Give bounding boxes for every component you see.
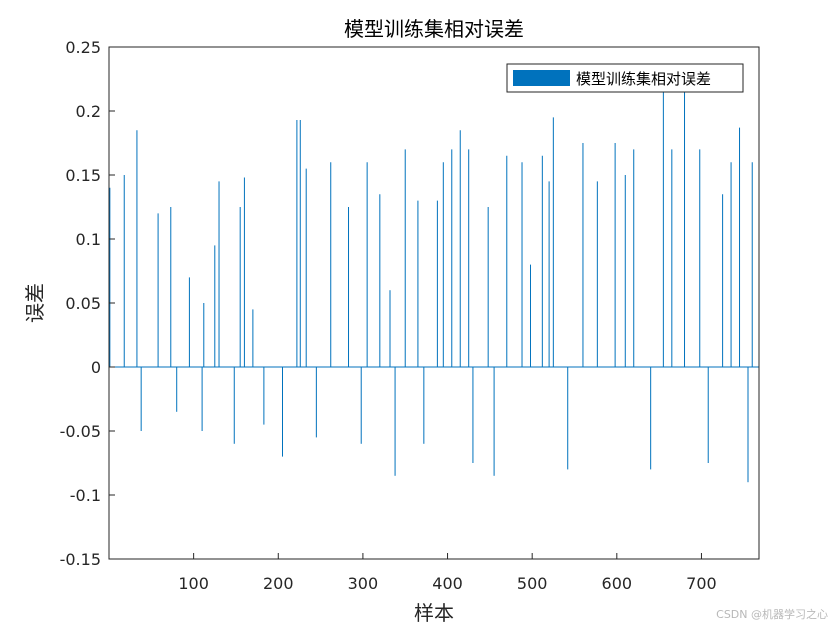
x-tick-label: 500 [517, 574, 548, 593]
x-tick-label: 200 [263, 574, 294, 593]
x-tick-label: 400 [432, 574, 463, 593]
chart-title: 模型训练集相对误差 [344, 17, 524, 41]
legend-swatch [513, 70, 570, 86]
y-tick-label: 0.2 [76, 102, 101, 121]
plot-area [109, 47, 759, 559]
y-tick-label: 0.15 [65, 166, 101, 185]
y-tick-label: -0.05 [60, 422, 101, 441]
x-tick-label: 100 [178, 574, 209, 593]
watermark: CSDN @机器学习之心 [716, 608, 828, 621]
y-tick-label: -0.15 [60, 550, 101, 569]
y-tick-label: 0.05 [65, 294, 101, 313]
y-axis-label: 误差 [23, 283, 47, 323]
x-tick-label: 300 [348, 574, 379, 593]
legend-label: 模型训练集相对误差 [576, 70, 711, 88]
x-axis: 100 200 300 400 500 600 700 [178, 553, 717, 593]
y-tick-label: 0.1 [76, 230, 101, 249]
x-axis-label: 样本 [414, 601, 454, 625]
y-tick-label: -0.1 [70, 486, 101, 505]
y-tick-label: 0 [91, 358, 101, 377]
x-tick-label: 700 [686, 574, 717, 593]
y-tick-label: 0.25 [65, 38, 101, 57]
x-tick-label: 600 [602, 574, 633, 593]
legend: 模型训练集相对误差 [506, 63, 744, 93]
bars-group [109, 85, 760, 483]
y-axis: -0.15 -0.1 -0.05 0 0.05 0.1 0.15 0.2 0.25 [60, 38, 115, 569]
